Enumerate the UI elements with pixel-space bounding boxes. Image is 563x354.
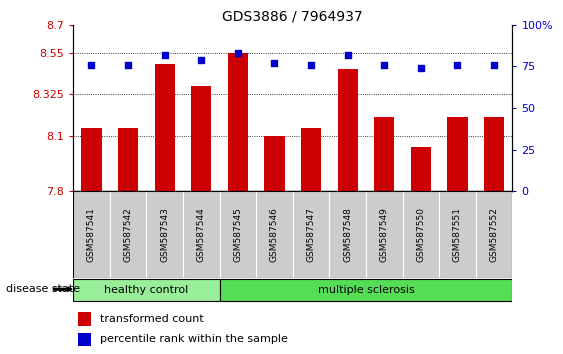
Text: GSM587549: GSM587549 [380, 207, 388, 262]
Point [306, 62, 315, 68]
Point [343, 52, 352, 58]
Text: GSM587546: GSM587546 [270, 207, 279, 262]
Text: GSM587541: GSM587541 [87, 207, 96, 262]
Point [87, 62, 96, 68]
Bar [265, 136, 284, 191]
Text: GSM587542: GSM587542 [124, 207, 132, 262]
Bar [110, 191, 146, 278]
Bar [256, 191, 293, 278]
Point [489, 62, 499, 68]
Bar [439, 191, 476, 278]
Bar [301, 128, 321, 191]
Bar [329, 191, 366, 278]
Bar [448, 117, 467, 191]
Point [417, 65, 426, 71]
Point [270, 60, 279, 66]
Bar [78, 312, 91, 326]
Bar [228, 52, 248, 191]
Text: GSM587550: GSM587550 [417, 207, 425, 262]
Bar [293, 191, 329, 278]
Text: healthy control: healthy control [104, 285, 189, 295]
Point [197, 57, 206, 63]
Point [234, 50, 243, 56]
Bar [403, 191, 439, 278]
Text: GSM587551: GSM587551 [453, 207, 462, 262]
Bar [484, 117, 504, 191]
Bar [191, 86, 211, 191]
Bar [118, 128, 138, 191]
Bar [78, 333, 91, 346]
Text: GSM587552: GSM587552 [490, 207, 498, 262]
Bar [374, 117, 394, 191]
Text: GSM587548: GSM587548 [343, 207, 352, 262]
Bar [73, 279, 220, 302]
Bar [366, 191, 403, 278]
Text: multiple sclerosis: multiple sclerosis [318, 285, 414, 295]
Point [160, 52, 169, 58]
Bar [476, 191, 512, 278]
Bar [411, 147, 431, 191]
Text: disease state: disease state [6, 284, 80, 294]
Point [379, 62, 388, 68]
Title: GDS3886 / 7964937: GDS3886 / 7964937 [222, 10, 363, 24]
Text: GSM587543: GSM587543 [160, 207, 169, 262]
Bar [220, 279, 512, 302]
Bar [73, 191, 110, 278]
Text: GSM587545: GSM587545 [234, 207, 242, 262]
Point [453, 62, 462, 68]
Bar [183, 191, 220, 278]
Bar [82, 128, 101, 191]
Bar [338, 69, 358, 191]
Bar [220, 191, 256, 278]
Bar [146, 191, 183, 278]
Text: percentile rank within the sample: percentile rank within the sample [100, 335, 288, 344]
Point [123, 62, 133, 68]
Text: transformed count: transformed count [100, 314, 203, 324]
Bar [155, 64, 175, 191]
Text: GSM587544: GSM587544 [197, 207, 205, 262]
Text: GSM587547: GSM587547 [307, 207, 315, 262]
